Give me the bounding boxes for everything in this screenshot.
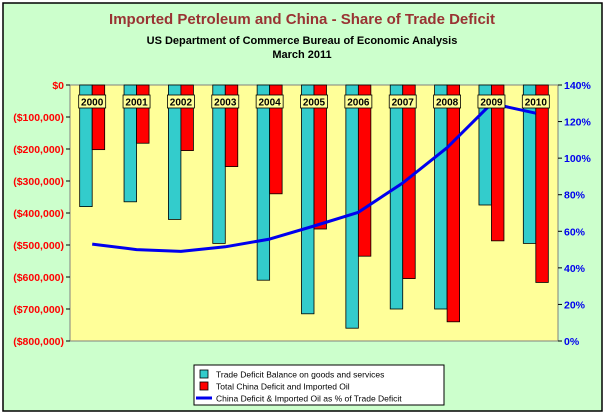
legend-label: Total China Deficit and Imported Oil: [216, 382, 350, 392]
category-label-box: [521, 94, 550, 109]
category-label: 2006: [347, 98, 370, 109]
right-axis-tick-label: 140%: [564, 80, 592, 92]
category-label-box: [344, 94, 373, 109]
right-axis-tick-label: 0%: [564, 336, 580, 348]
legend-box: [193, 364, 445, 406]
legend-swatch: [199, 369, 209, 379]
category-label: 2002: [170, 98, 193, 109]
left-axis-tick-label: ($700,000): [13, 304, 64, 316]
bars-layer: [79, 84, 549, 329]
bar-trade-deficit: [389, 84, 404, 310]
category-label-box: [433, 94, 461, 109]
bar-trade-deficit: [256, 84, 271, 281]
bar-china-oil: [357, 84, 372, 257]
category-label-box: [211, 94, 240, 109]
bar-china-oil: [535, 84, 549, 283]
right-axis: 0% 20% 40% 60% 80% 100% 120% 140%: [558, 80, 592, 348]
category-label-box: [122, 94, 151, 109]
bar-trade-deficit: [345, 84, 359, 329]
bar-trade-deficit: [522, 84, 537, 244]
left-axis-tick-label: ($500,000): [13, 240, 64, 252]
category-label: 2009: [480, 98, 503, 109]
chart-subtitle-line1: US Department of Commerce Bureau of Econ…: [147, 35, 458, 47]
category-label: 2000: [81, 98, 104, 109]
legend-label: Trade Deficit Balance on goods and servi…: [216, 370, 384, 380]
bar-china-oil: [136, 84, 150, 144]
category-label: 2001: [125, 98, 148, 109]
category-labels-layer: 2000 2001 2002 2003 2004 2005 2006 2007 2008 2009…: [78, 94, 550, 109]
category-label: 2008: [436, 98, 459, 109]
category-label-box: [255, 94, 284, 109]
category-label: 2004: [259, 98, 282, 109]
left-axis-tick-label: ($100,000): [13, 112, 64, 124]
line-china-oil-percent: [92, 102, 537, 253]
category-label: 2010: [525, 98, 548, 109]
left-axis-tick-label: ($600,000): [13, 272, 64, 284]
bar-trade-deficit: [301, 84, 315, 315]
left-axis-tick-label: ($400,000): [13, 208, 64, 220]
bar-trade-deficit: [168, 84, 182, 220]
bar-china-oil: [446, 84, 460, 323]
chart-subtitle-line2: March 2011: [272, 49, 331, 61]
category-label-box: [477, 94, 506, 109]
category-label-box: [300, 94, 328, 109]
category-label-box: [78, 94, 107, 109]
line-layer: [92, 102, 537, 253]
category-label: 2005: [303, 98, 326, 109]
left-axis-tick-label: ($200,000): [13, 144, 64, 156]
left-axis-tick-label: ($800,000): [13, 336, 64, 348]
right-axis-tick-label: 120%: [564, 117, 592, 129]
bar-china-oil: [313, 84, 327, 230]
left-axis-tick-label: $0: [52, 80, 64, 92]
category-label: 2007: [392, 98, 415, 109]
legend-label: China Deficit & Imported Oil as % of Tra…: [216, 394, 402, 404]
left-axis: $0 ($100,000) ($200,000) ($300,000) ($400,00…: [13, 80, 70, 348]
bar-trade-deficit: [212, 84, 226, 244]
legend: Trade Deficit Balance on goods and servi…: [196, 370, 402, 404]
right-axis-tick-label: 80%: [564, 190, 586, 202]
category-label-box: [167, 94, 195, 109]
right-axis-tick-label: 100%: [564, 153, 592, 165]
legend-swatch: [199, 381, 209, 391]
bar-china-oil: [491, 84, 505, 242]
left-axis-tick-label: ($300,000): [13, 176, 64, 188]
chart-title: Imported Petroleum and China - Share of …: [109, 11, 495, 28]
right-axis-tick-label: 40%: [564, 263, 586, 275]
right-axis-tick-label: 20%: [564, 299, 586, 311]
bar-china-oil: [269, 84, 283, 195]
category-label-box: [388, 94, 417, 109]
category-label: 2003: [214, 98, 237, 109]
right-axis-tick-label: 60%: [564, 226, 586, 238]
bar-trade-deficit: [434, 84, 448, 310]
